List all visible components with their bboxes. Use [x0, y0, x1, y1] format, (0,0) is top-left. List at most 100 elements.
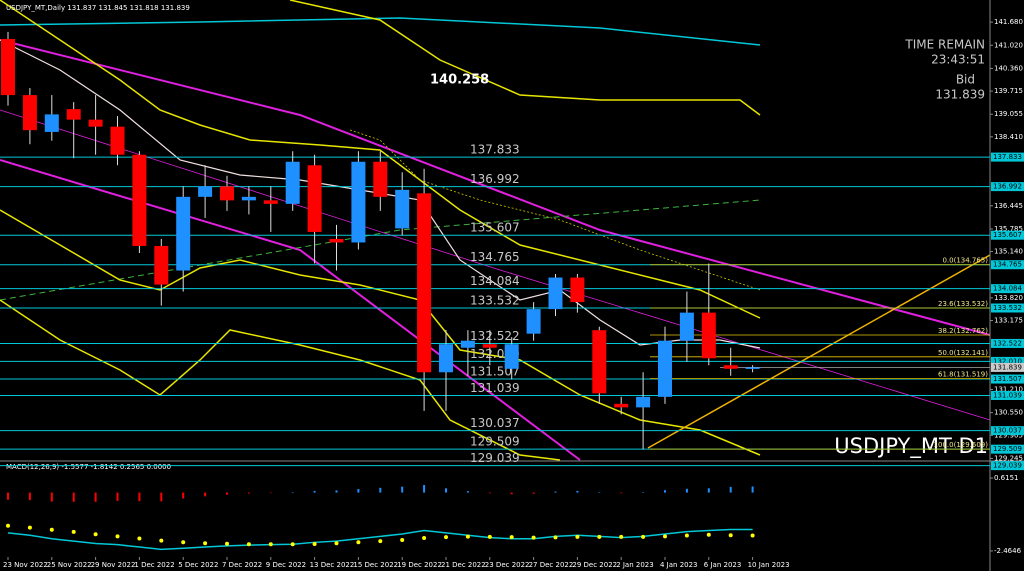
y-tick-label: 141.020 [994, 41, 1023, 49]
fib-label: 23.6(133.532) [938, 300, 988, 308]
signal-dot [312, 541, 317, 546]
x-tick-label: 25 Nov 2022 [47, 561, 92, 569]
macd-line [7, 528, 753, 551]
macd-bar [7, 492, 9, 500]
y-tick-label: 133.175 [994, 317, 1023, 325]
macd-bar [510, 492, 513, 495]
macd-bar [160, 492, 163, 502]
signal-dot [663, 534, 667, 539]
band-lower [0, 209, 761, 456]
y-tick-label: 136.445 [994, 202, 1023, 210]
y-tick-label: 140.360 [994, 64, 1023, 72]
macd-bar [357, 489, 360, 493]
signal-dot [181, 540, 186, 545]
candle-body [658, 340, 672, 397]
macd-bar [335, 490, 338, 493]
level-box [991, 390, 1024, 400]
bid-label: Bid [956, 73, 975, 87]
signal-dot [27, 525, 32, 530]
candle-body [198, 186, 213, 197]
ma-line [0, 17, 761, 46]
x-tick-label: 9 Dec 2022 [266, 561, 306, 569]
signal-dot [684, 533, 689, 538]
candle-body [636, 396, 651, 408]
y-tick-label: 135.785 [994, 225, 1023, 233]
y-tick-label: 141.680 [994, 18, 1023, 26]
macd-bar [313, 490, 316, 493]
signal-dot [619, 534, 624, 539]
fib-label: 100.0(129.509) [934, 441, 989, 449]
candle-body [88, 119, 103, 127]
macd-bar [685, 488, 688, 493]
bid-box [991, 362, 1024, 372]
macd-bar [94, 492, 97, 502]
level-axis-label: 137.833 [993, 153, 1022, 161]
level-axis-label: 131.039 [993, 391, 1022, 399]
signal-dot [641, 534, 646, 539]
signal-dot [246, 542, 251, 547]
signal-dot [531, 535, 536, 540]
macd-bar [488, 492, 491, 494]
macd-bar [28, 492, 31, 501]
level-box [991, 444, 1024, 454]
y-tick-label: 133.820 [994, 294, 1023, 302]
trend-line [0, 199, 761, 301]
level-label: 135.607 [470, 221, 520, 235]
x-tick-label: 29 Dec 2022 [572, 561, 617, 569]
level-label: 134.765 [470, 250, 520, 264]
dotted-line [349, 129, 761, 291]
x-tick-label: 1 Dec 2022 [134, 561, 174, 569]
signal-dot [356, 540, 361, 545]
indicators [0, 0, 991, 461]
macd-bar [247, 492, 250, 494]
macd-bar [729, 486, 732, 493]
level-box [991, 230, 1024, 240]
candle-body [679, 312, 694, 341]
macd-bar [138, 492, 141, 502]
bid-value: 131.839 [935, 88, 985, 102]
signal-dot [268, 542, 273, 547]
level-box [991, 152, 1024, 162]
level-label: 130.037 [470, 416, 520, 430]
level-label: 131.039 [470, 381, 520, 395]
y-tick-label: 131.210 [994, 385, 1023, 393]
fib-label: 50.0(132.141) [938, 349, 988, 357]
macd-bar [576, 490, 579, 493]
bid-axis-label: 131.839 [993, 363, 1022, 371]
signal-dot [378, 539, 383, 544]
fib-label: 61.8(131.519) [938, 371, 988, 379]
band-lower-2 [0, 299, 561, 461]
signal-dot [6, 523, 10, 528]
band-top [289, 0, 761, 116]
level-box [991, 374, 1024, 384]
candle-body [373, 161, 388, 197]
x-tick-label: 21 Dec 2022 [441, 561, 486, 569]
macd-bar [204, 492, 207, 497]
candle-body [66, 109, 81, 120]
level-axis-label: 133.532 [993, 304, 1022, 312]
macd-bar [554, 491, 557, 493]
candle-body [110, 126, 125, 155]
signal-dot [509, 535, 514, 540]
signal-dot [225, 541, 229, 546]
candle-body [1, 38, 15, 96]
signal-dot [728, 533, 733, 538]
macd-bar [445, 488, 447, 493]
candle-body [395, 189, 410, 229]
signal-dot [444, 535, 448, 540]
macd-bar [598, 492, 601, 493]
macd-bar [707, 488, 710, 493]
x-tick-label: 6 Jan 2023 [704, 561, 742, 569]
level-axis-label: 130.037 [993, 427, 1022, 435]
watermark: USDJPY_MT D1 [834, 434, 988, 459]
candle-body [241, 196, 256, 201]
candle-body [329, 238, 344, 243]
x-tick-label: 19 Dec 2022 [397, 561, 442, 569]
candle-body [22, 95, 37, 131]
macd-bar [50, 492, 53, 502]
macd-bar [226, 492, 228, 495]
band-upper [0, 0, 761, 319]
signal-dot [575, 534, 580, 539]
